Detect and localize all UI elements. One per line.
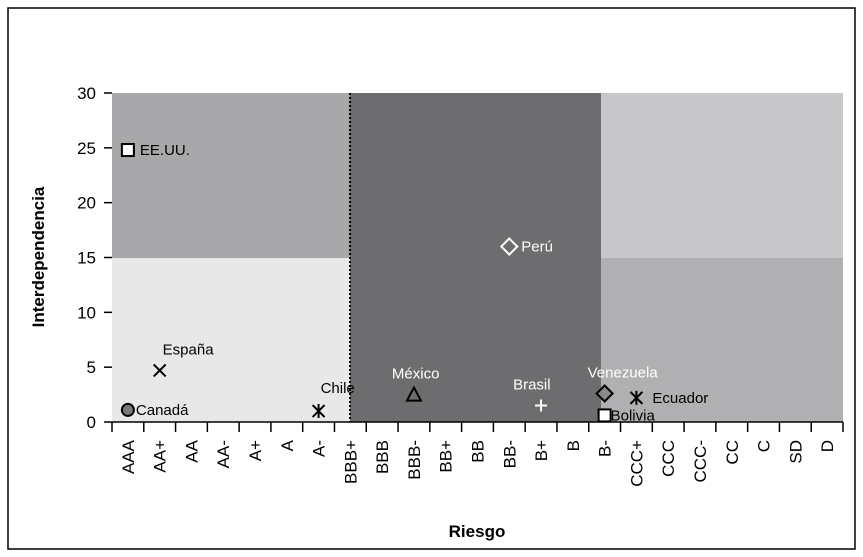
marker [595, 384, 615, 403]
point-label: Canadá [136, 402, 189, 419]
point-label: Ecuador [652, 390, 708, 407]
point [597, 408, 612, 423]
x-tick-label: AAA [119, 439, 138, 474]
x-tick-label: BBB+ [341, 440, 360, 484]
x-tick-label: A- [310, 440, 329, 457]
marker [120, 143, 135, 158]
point [595, 384, 615, 403]
x-tick-label: A+ [246, 440, 265, 461]
marker [597, 408, 612, 423]
x-tick-label: AA- [214, 440, 233, 468]
point-label: Chile [321, 380, 355, 397]
region [601, 258, 843, 422]
point [120, 143, 135, 158]
x-tick-label: BB- [500, 440, 519, 468]
point [120, 402, 135, 417]
point-label: EE.UU. [140, 142, 190, 159]
region [112, 258, 350, 422]
point [152, 363, 167, 378]
x-tick-label: BB+ [437, 440, 456, 473]
x-tick-label: SD [786, 440, 805, 464]
y-tick-label: 15 [77, 249, 96, 268]
point-label: Bolivia [611, 407, 656, 424]
region [601, 93, 843, 258]
y-tick-label: 25 [77, 139, 96, 158]
region [112, 93, 350, 258]
x-tick-label: A [278, 439, 297, 451]
marker [120, 402, 135, 417]
point-label: Brasil [513, 377, 551, 394]
x-tick-label: C [755, 440, 774, 452]
region [350, 93, 601, 422]
y-tick-label: 0 [87, 413, 96, 432]
x-tick-label: B- [596, 440, 615, 457]
x-tick-label: CC [723, 440, 742, 465]
x-tick-label: BB [469, 440, 488, 463]
x-tick-label: D [818, 440, 837, 452]
y-tick-label: 10 [77, 303, 96, 322]
point [499, 237, 519, 256]
point [535, 399, 548, 412]
marker [311, 404, 326, 419]
marker [499, 237, 519, 256]
point-label: España [163, 341, 215, 358]
x-tick-label: AA [182, 439, 201, 462]
x-tick-label: BBB [373, 440, 392, 474]
marker [405, 385, 423, 402]
point [311, 404, 326, 419]
marker [629, 390, 644, 405]
x-tick-label: CCC+ [627, 440, 646, 487]
point-label: Perú [521, 239, 553, 256]
y-axis-label: Interdependencia [29, 186, 48, 327]
x-tick-label: B [564, 440, 583, 451]
x-tick-label: BBB- [405, 440, 424, 480]
point [629, 390, 644, 405]
marker [152, 363, 167, 378]
x-tick-label: B+ [532, 440, 551, 461]
x-tick-label: AA+ [151, 440, 170, 473]
x-tick-label: CCC [659, 440, 678, 477]
marker [535, 399, 548, 412]
y-tick-label: 30 [77, 84, 96, 103]
point-label: Venezuela [588, 364, 659, 381]
point [405, 385, 423, 402]
x-axis-label: Riesgo [449, 522, 506, 541]
y-tick-label: 20 [77, 194, 96, 213]
x-tick-label: CCC- [691, 440, 710, 483]
point-label: México [392, 366, 440, 383]
y-tick-label: 5 [87, 358, 96, 377]
